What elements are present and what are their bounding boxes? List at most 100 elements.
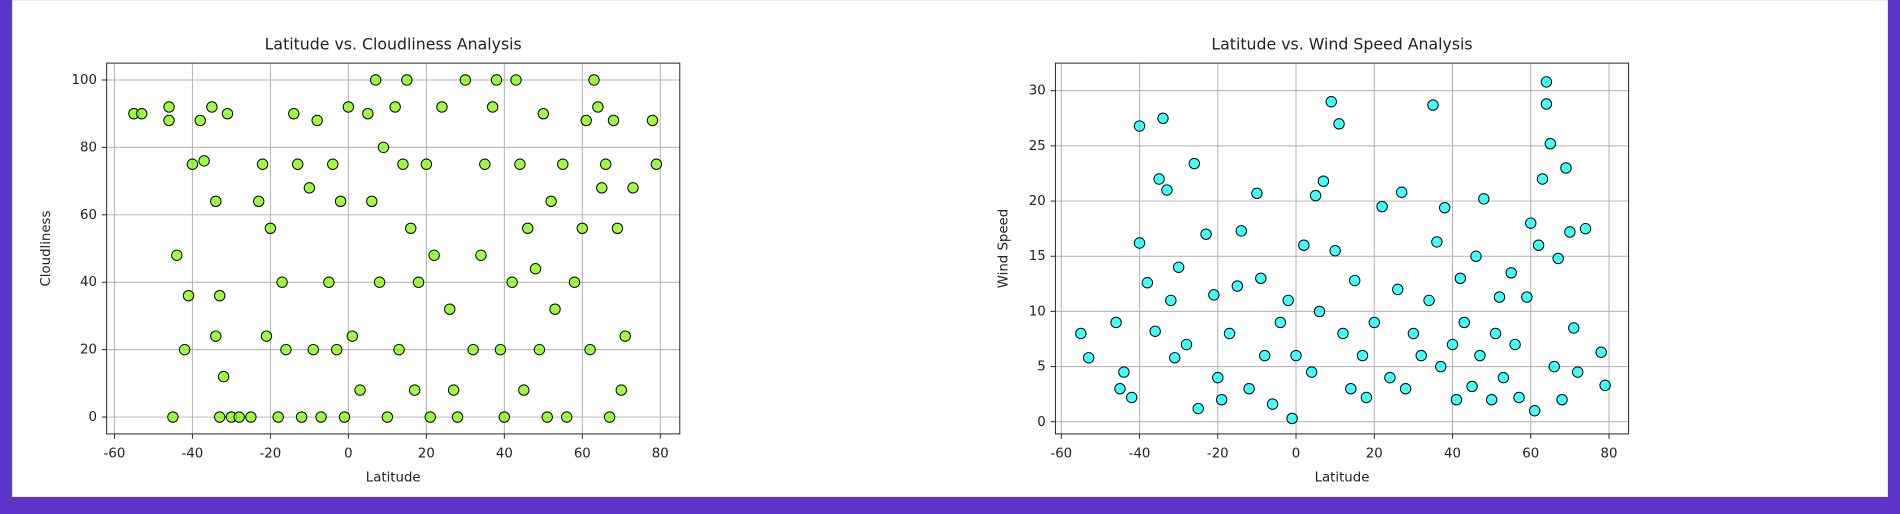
point <box>210 195 222 208</box>
point <box>1540 98 1553 110</box>
y-tick-label: 0 <box>88 410 96 425</box>
point <box>1478 193 1490 205</box>
point <box>1317 175 1330 187</box>
point <box>545 195 557 208</box>
point <box>1251 187 1263 200</box>
point <box>1282 294 1294 307</box>
point <box>428 249 440 261</box>
point <box>1521 291 1533 303</box>
point <box>588 74 600 86</box>
plot-frame <box>106 62 681 435</box>
point <box>315 411 327 423</box>
point <box>1356 349 1369 362</box>
point <box>1431 236 1443 248</box>
point <box>444 303 456 315</box>
point <box>1599 379 1611 392</box>
point <box>280 343 292 356</box>
point <box>557 158 569 170</box>
point <box>1509 338 1521 351</box>
point <box>1505 267 1517 279</box>
point <box>475 249 487 261</box>
point <box>373 276 386 288</box>
point <box>420 158 433 170</box>
point <box>264 222 277 234</box>
point <box>377 141 390 154</box>
point <box>596 182 608 194</box>
chart-title: Latitude vs. Cloudliness Analysis <box>265 34 522 53</box>
point <box>217 370 230 383</box>
point <box>323 276 335 288</box>
x-tick-label: 0 <box>344 446 352 461</box>
point <box>1544 137 1557 150</box>
point <box>1118 366 1130 378</box>
point <box>1223 327 1236 340</box>
point <box>498 411 511 423</box>
point <box>1454 272 1467 285</box>
point <box>194 114 206 127</box>
point <box>1172 261 1185 273</box>
point <box>252 195 265 208</box>
point <box>541 411 553 423</box>
point <box>607 114 620 127</box>
point <box>1349 274 1361 287</box>
point <box>451 411 464 423</box>
point <box>646 114 659 127</box>
point <box>568 276 581 288</box>
point <box>186 158 199 170</box>
point <box>163 114 175 127</box>
point <box>537 107 550 120</box>
point <box>1438 201 1451 214</box>
y-tick-label: 5 <box>1037 360 1045 375</box>
point <box>1333 118 1345 130</box>
point <box>479 158 491 170</box>
point <box>1423 294 1435 307</box>
point <box>619 330 631 342</box>
point <box>1266 398 1279 410</box>
point <box>369 74 382 86</box>
point <box>490 74 503 86</box>
point <box>1149 325 1161 337</box>
point <box>245 411 257 423</box>
point <box>1540 76 1553 88</box>
point <box>1392 283 1404 296</box>
point <box>1141 277 1154 289</box>
point <box>334 195 347 208</box>
point <box>1485 394 1498 406</box>
point <box>1536 173 1549 185</box>
point <box>1231 280 1244 292</box>
point <box>1215 394 1228 406</box>
point <box>1110 316 1122 329</box>
point <box>1568 322 1580 334</box>
point <box>342 101 355 113</box>
point <box>256 158 269 170</box>
point <box>424 411 436 423</box>
x-tick-label: 40 <box>1444 446 1461 461</box>
point <box>1180 338 1193 351</box>
point <box>529 263 542 275</box>
point <box>1208 289 1220 301</box>
point <box>1415 349 1427 362</box>
point <box>1376 200 1388 213</box>
point <box>584 343 596 356</box>
point <box>182 290 195 302</box>
point <box>603 411 616 423</box>
point <box>366 195 378 208</box>
point <box>1564 226 1576 238</box>
y-tick-label: 100 <box>72 73 97 88</box>
point <box>1525 217 1537 229</box>
point <box>1337 327 1349 340</box>
x-tick-label: -40 <box>1129 446 1151 461</box>
point <box>303 182 316 194</box>
point <box>1360 391 1373 404</box>
point <box>447 384 460 396</box>
point <box>561 411 573 423</box>
point <box>288 107 300 120</box>
point <box>549 303 561 315</box>
x-tick-label: 60 <box>574 446 591 461</box>
point <box>330 343 343 356</box>
point <box>510 74 522 86</box>
point <box>311 114 323 127</box>
x-axis-label: Latitude <box>1315 471 1370 486</box>
x-tick-label: 40 <box>496 446 513 461</box>
point <box>1153 173 1165 185</box>
